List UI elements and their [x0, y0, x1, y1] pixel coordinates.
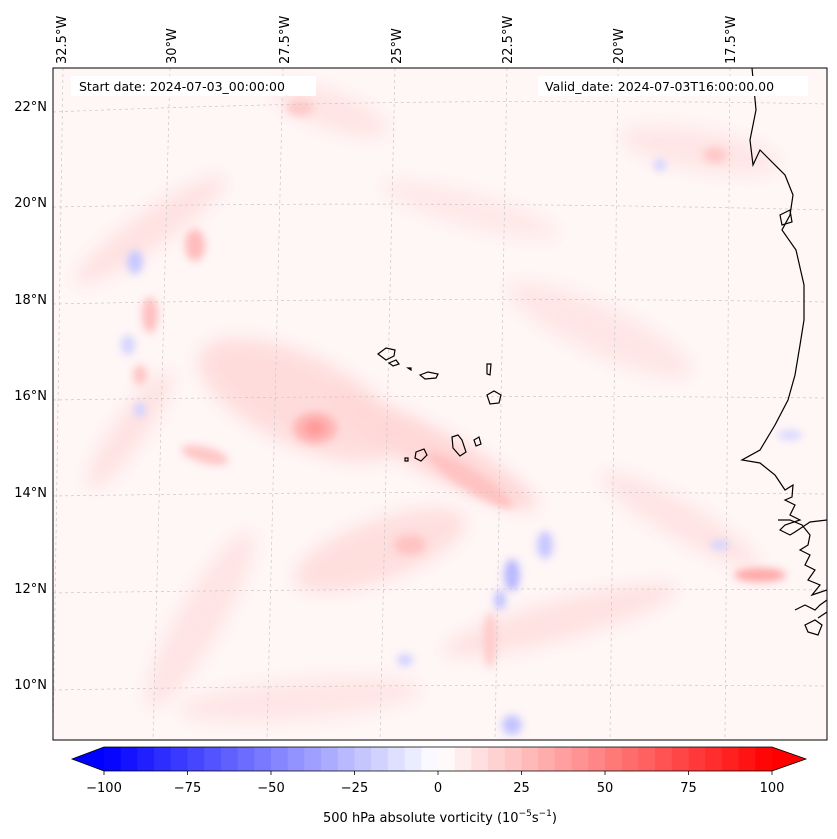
colorbar-tick-label: 100 — [760, 781, 785, 796]
colorbar-tick-labels: −100 −75 −50 −25 0 25 50 75 100 — [86, 781, 784, 796]
colorbar-cell — [204, 747, 222, 771]
lon-label: 20°W — [612, 28, 627, 64]
colorbar-tick-label: 50 — [597, 781, 614, 796]
colorbar-cell — [137, 747, 155, 771]
lon-label: 25°W — [390, 28, 405, 64]
map-panel: Start date: 2024-07-03_00:00:00 Valid_da… — [14, 16, 828, 741]
colorbar-tick-label: −50 — [257, 781, 284, 796]
colorbar-cell — [421, 747, 439, 771]
lon-label: 27.5°W — [278, 16, 293, 64]
colorbar-label-mid: s — [532, 811, 539, 826]
cape-verde-islands — [377, 347, 502, 462]
start-date-label: Start date: 2024-07-03_00:00:00 — [79, 79, 285, 94]
longitude-labels: 32.5°W 30°W 27.5°W 25°W 22.5°W 20°W 17.5… — [55, 16, 739, 64]
colorbar-cell — [738, 747, 756, 771]
lat-label: 16°N — [14, 389, 47, 404]
colorbar-cell — [104, 747, 122, 771]
colorbar-cell — [721, 747, 740, 771]
colorbar-cell — [504, 747, 523, 771]
colorbar-cell — [621, 747, 639, 771]
colorbar: −100 −75 −50 −25 0 25 50 75 100 500 hPa … — [70, 746, 808, 826]
colorbar-cell — [488, 747, 506, 771]
valid-date-label: Valid_date: 2024-07-03T16:00:00.00 — [545, 79, 774, 94]
colorbar-cell — [187, 747, 205, 771]
colorbar-cell — [605, 747, 623, 771]
colorbar-cell — [588, 747, 606, 771]
colorbar-label-end: ) — [552, 811, 557, 826]
colorbar-cell — [170, 747, 189, 771]
lat-label: 22°N — [14, 100, 47, 115]
colorbar-cell — [454, 747, 472, 771]
colorbar-cell — [321, 747, 339, 771]
colorbar-cell — [471, 747, 489, 771]
colorbar-cell — [554, 747, 573, 771]
colorbar-cell — [638, 747, 656, 771]
valid-date-box — [538, 76, 808, 96]
lat-label: 10°N — [14, 678, 47, 693]
colorbar-tick-label: 25 — [513, 781, 530, 796]
colorbar-tick-label: 0 — [434, 781, 442, 796]
colorbar-label: 500 hPa absolute vorticity (10−5s−1) — [323, 809, 557, 826]
colorbar-cell — [755, 747, 773, 771]
colorbar-cell — [304, 747, 322, 771]
colorbar-cell — [271, 747, 289, 771]
colorbar-tick-label: −75 — [174, 781, 201, 796]
lat-label: 14°N — [14, 486, 47, 501]
colorbar-cell — [438, 747, 456, 771]
colorbar-cell — [220, 747, 239, 771]
colorbar-cell — [354, 747, 372, 771]
map-frame — [52, 67, 828, 741]
colorbar-cell — [120, 747, 138, 771]
lon-label: 17.5°W — [724, 16, 739, 64]
vorticity-field — [53, 68, 827, 740]
colorbar-label-exp2: −1 — [539, 809, 552, 819]
colorbar-cell — [154, 747, 172, 771]
colorbar-cell — [237, 747, 255, 771]
gridlines — [53, 68, 827, 740]
colorbar-cell — [521, 747, 539, 771]
colorbar-high-extension — [772, 747, 806, 771]
colorbar-low-extension — [72, 747, 104, 771]
colorbar-label-exp1: −5 — [519, 809, 532, 819]
lon-label: 22.5°W — [501, 16, 516, 64]
colorbar-cell — [671, 747, 690, 771]
colorbar-cell — [371, 747, 389, 771]
lat-label: 18°N — [14, 293, 47, 308]
colorbar-cell — [254, 747, 272, 771]
colorbar-cell — [571, 747, 589, 771]
lat-label: 20°N — [14, 196, 47, 211]
africa-coastline — [740, 68, 827, 636]
colorbar-cell — [387, 747, 406, 771]
colorbar-tick-label: 75 — [680, 781, 697, 796]
colorbar-cell — [337, 747, 356, 771]
colorbar-ticks — [103, 771, 773, 775]
colorbar-cell — [287, 747, 305, 771]
colorbar-cell — [705, 747, 723, 771]
lat-label: 12°N — [14, 582, 47, 597]
colorbar-cell — [404, 747, 422, 771]
colorbar-cell — [538, 747, 556, 771]
colorbar-cells — [104, 747, 773, 771]
colorbar-tick-label: −25 — [341, 781, 368, 796]
colorbar-cell — [688, 747, 706, 771]
start-date-box — [71, 76, 316, 96]
colorbar-tick-label: −100 — [86, 781, 122, 796]
colorbar-label-main: 500 hPa absolute vorticity (10 — [323, 811, 519, 826]
colorbar-cell — [655, 747, 673, 771]
lon-label: 30°W — [165, 28, 180, 64]
lon-label: 32.5°W — [55, 16, 70, 64]
latitude-labels: 22°N 20°N 18°N 16°N 14°N 12°N 10°N — [14, 100, 47, 693]
